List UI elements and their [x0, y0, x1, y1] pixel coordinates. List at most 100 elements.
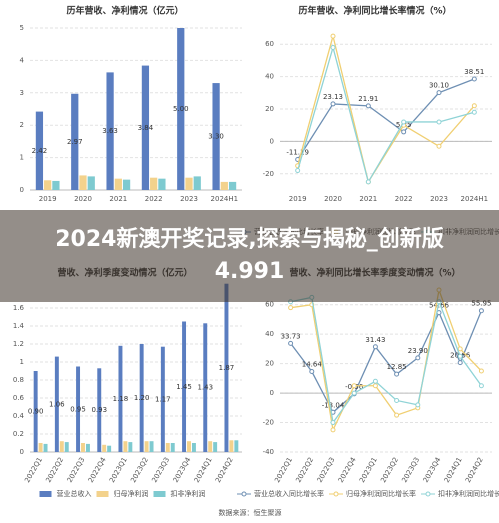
y-tick-label: 20 — [265, 105, 274, 113]
legend-swatch — [96, 491, 109, 497]
bar — [122, 179, 131, 190]
bar — [87, 176, 95, 190]
y-tick-label: 0 — [20, 448, 24, 456]
x-tick-label: 2022Q2 — [294, 456, 315, 484]
chart-title: 历年营收、净利同比增长率情况（%） — [298, 5, 451, 17]
bar — [177, 28, 185, 190]
x-tick-label: 2024H1 — [211, 195, 239, 203]
bar — [33, 371, 38, 452]
point — [394, 371, 400, 377]
y-tick-label: -20 — [263, 170, 274, 178]
y-tick-label: 40 — [265, 73, 274, 81]
point — [288, 340, 294, 346]
bar — [229, 440, 234, 452]
data-label: 1.45 — [176, 383, 192, 391]
bar — [59, 441, 64, 452]
x-tick-label: 2024Q1 — [193, 456, 214, 484]
x-tick-label: 2024Q2 — [464, 456, 485, 484]
point — [372, 344, 378, 350]
x-tick-label: 2023Q3 — [150, 456, 171, 484]
point — [295, 168, 301, 174]
line — [290, 296, 482, 425]
line — [290, 287, 482, 433]
bar — [208, 441, 213, 452]
data-label: 1.06 — [49, 400, 65, 408]
point — [330, 427, 336, 433]
y-tick-label: 0.4 — [13, 412, 25, 420]
point — [351, 383, 357, 389]
bar — [71, 93, 79, 190]
bar — [81, 443, 85, 452]
point — [471, 103, 477, 109]
bar — [224, 283, 229, 452]
legend-swatch — [153, 491, 166, 497]
x-tick-label: 2019 — [39, 195, 57, 203]
y-tick-label: 0 — [270, 389, 274, 397]
data-label: 3.84 — [138, 124, 154, 132]
point — [478, 383, 484, 389]
x-tick-label: 2023Q4 — [172, 456, 193, 485]
bar — [114, 178, 122, 190]
point — [471, 109, 477, 115]
bar — [213, 442, 218, 452]
data-label: -13.04 — [322, 401, 345, 409]
bar — [35, 111, 44, 190]
data-label: 14.64 — [302, 361, 323, 369]
bar — [158, 178, 166, 190]
point — [436, 143, 442, 149]
point — [330, 33, 336, 39]
data-label: 23.13 — [323, 93, 343, 101]
banner: 2024新澳开奖记录,探索与揭秘_创新版4.991 — [0, 210, 499, 302]
bar — [44, 180, 52, 190]
y-tick-label: 60 — [265, 301, 274, 309]
bar — [149, 441, 154, 452]
x-tick-label: 2020 — [324, 195, 342, 203]
data-label: 2.97 — [67, 138, 83, 146]
data-label: 5.00 — [173, 105, 189, 113]
bar — [123, 441, 128, 452]
bar — [76, 366, 81, 452]
point — [330, 420, 336, 426]
data-label: 3.63 — [102, 127, 118, 135]
y-tick-label: -40 — [263, 448, 274, 456]
y-tick-label: 20 — [265, 360, 274, 368]
data-label: 0.95 — [70, 405, 86, 413]
y-tick-label: 4 — [20, 56, 25, 64]
bar — [228, 181, 237, 190]
bar — [118, 345, 123, 452]
data-label: 31.43 — [365, 336, 385, 344]
data-label: 23.90 — [408, 347, 428, 355]
data-label: 30.10 — [429, 82, 449, 90]
data-label: 12.85 — [387, 363, 407, 371]
point — [436, 90, 442, 96]
point — [372, 378, 378, 384]
point — [330, 44, 336, 50]
x-tick-label: 2023Q4 — [422, 456, 443, 485]
x-tick-label: 2022Q4 — [337, 456, 358, 485]
bar — [193, 176, 201, 190]
bar — [43, 443, 48, 452]
data-label: 1.20 — [134, 394, 150, 402]
legend-label: 营业总收入同比增长率 — [254, 489, 324, 498]
data-label: 55.95 — [471, 300, 491, 308]
point — [351, 390, 357, 396]
data-label: -11.19 — [286, 149, 309, 157]
bar — [203, 323, 208, 452]
point — [401, 119, 407, 125]
y-tick-label: -20 — [263, 419, 274, 427]
legend-swatch — [333, 491, 339, 497]
point — [372, 383, 378, 389]
data-label: 1.17 — [155, 395, 171, 403]
y-tick-label: 0 — [270, 137, 274, 145]
x-tick-label: 2023 — [430, 195, 448, 203]
x-tick-label: 2023Q2 — [129, 456, 150, 484]
bar — [212, 83, 220, 190]
x-tick-label: 2022 — [395, 195, 413, 203]
legend-label: 扣非净利润同比增长率 — [438, 489, 499, 498]
point — [309, 369, 315, 375]
point — [457, 360, 463, 366]
legend-label: 归母净利润同比增长率 — [346, 489, 416, 498]
data-label: 1.43 — [197, 384, 213, 392]
